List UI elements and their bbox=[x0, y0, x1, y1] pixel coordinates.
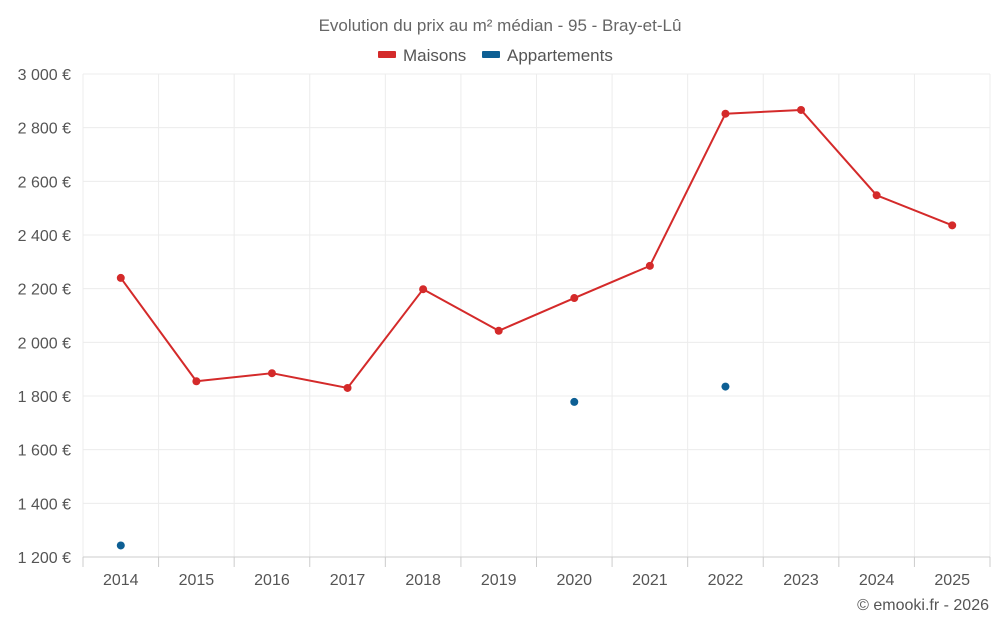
x-tick-label: 2023 bbox=[783, 572, 819, 589]
y-tick-label: 2 000 € bbox=[18, 335, 71, 352]
legend-swatch-appartements bbox=[482, 51, 500, 58]
legend-label-appartements: Appartements bbox=[507, 46, 613, 65]
series bbox=[116, 105, 957, 550]
data-point-maisons-2017[interactable] bbox=[343, 383, 352, 392]
data-point-maisons-2021[interactable] bbox=[645, 261, 654, 270]
y-tick-label: 1 800 € bbox=[18, 389, 71, 406]
x-tick-label: 2025 bbox=[934, 572, 970, 589]
x-tick-label: 2020 bbox=[556, 572, 592, 589]
legend: Maisons Appartements bbox=[378, 46, 613, 65]
data-point-maisons-2024[interactable] bbox=[872, 191, 881, 200]
y-tick-label: 2 400 € bbox=[18, 228, 71, 245]
axes: 1 200 € 1 400 € 1 600 € 1 800 € 2 000 € 2 200… bbox=[18, 67, 991, 589]
data-point-maisons-2020[interactable] bbox=[570, 294, 579, 303]
data-point-maisons-2018[interactable] bbox=[419, 285, 428, 294]
y-tick-label: 1 200 € bbox=[18, 550, 71, 567]
legend-item-maisons[interactable]: Maisons bbox=[378, 46, 466, 65]
legend-label-maisons: Maisons bbox=[403, 46, 466, 65]
x-tick-label: 2017 bbox=[330, 572, 366, 589]
x-tick-label: 2015 bbox=[179, 572, 215, 589]
y-tick-label: 2 600 € bbox=[18, 174, 71, 191]
legend-item-appartements[interactable]: Appartements bbox=[482, 46, 613, 65]
data-point-appartements-2014[interactable] bbox=[116, 541, 125, 550]
x-tick-label: 2016 bbox=[254, 572, 290, 589]
series-line-maisons bbox=[119, 108, 953, 389]
x-tick-label: 2022 bbox=[708, 572, 744, 589]
data-point-maisons-2022[interactable] bbox=[721, 109, 730, 118]
y-tick-label: 2 200 € bbox=[18, 282, 71, 299]
legend-swatch-maisons bbox=[378, 51, 396, 58]
credit-text: © emooki.fr - 2026 bbox=[857, 597, 989, 614]
series-appartements bbox=[116, 382, 730, 550]
x-tick-label: 2021 bbox=[632, 572, 668, 589]
y-tick-label: 3 000 € bbox=[18, 67, 71, 84]
series-maisons bbox=[116, 105, 957, 392]
data-point-maisons-2016[interactable] bbox=[267, 369, 276, 378]
y-tick-label: 1 400 € bbox=[18, 496, 71, 513]
y-tick-label: 2 800 € bbox=[18, 121, 71, 138]
x-tick-label: 2019 bbox=[481, 572, 517, 589]
grid bbox=[82, 73, 991, 557]
chart-title: Evolution du prix au m² médian - 95 - Br… bbox=[319, 16, 682, 35]
x-tick-label: 2018 bbox=[405, 572, 441, 589]
x-tick-label: 2014 bbox=[103, 572, 139, 589]
data-point-appartements-2020[interactable] bbox=[570, 397, 579, 406]
data-point-maisons-2019[interactable] bbox=[494, 326, 503, 335]
y-tick-label: 1 600 € bbox=[18, 443, 71, 460]
x-tick-label: 2024 bbox=[859, 572, 895, 589]
data-point-maisons-2025[interactable] bbox=[948, 221, 957, 230]
data-point-maisons-2015[interactable] bbox=[192, 377, 201, 386]
data-point-maisons-2023[interactable] bbox=[797, 105, 806, 114]
data-point-appartements-2022[interactable] bbox=[721, 382, 730, 391]
data-point-maisons-2014[interactable] bbox=[116, 273, 125, 282]
